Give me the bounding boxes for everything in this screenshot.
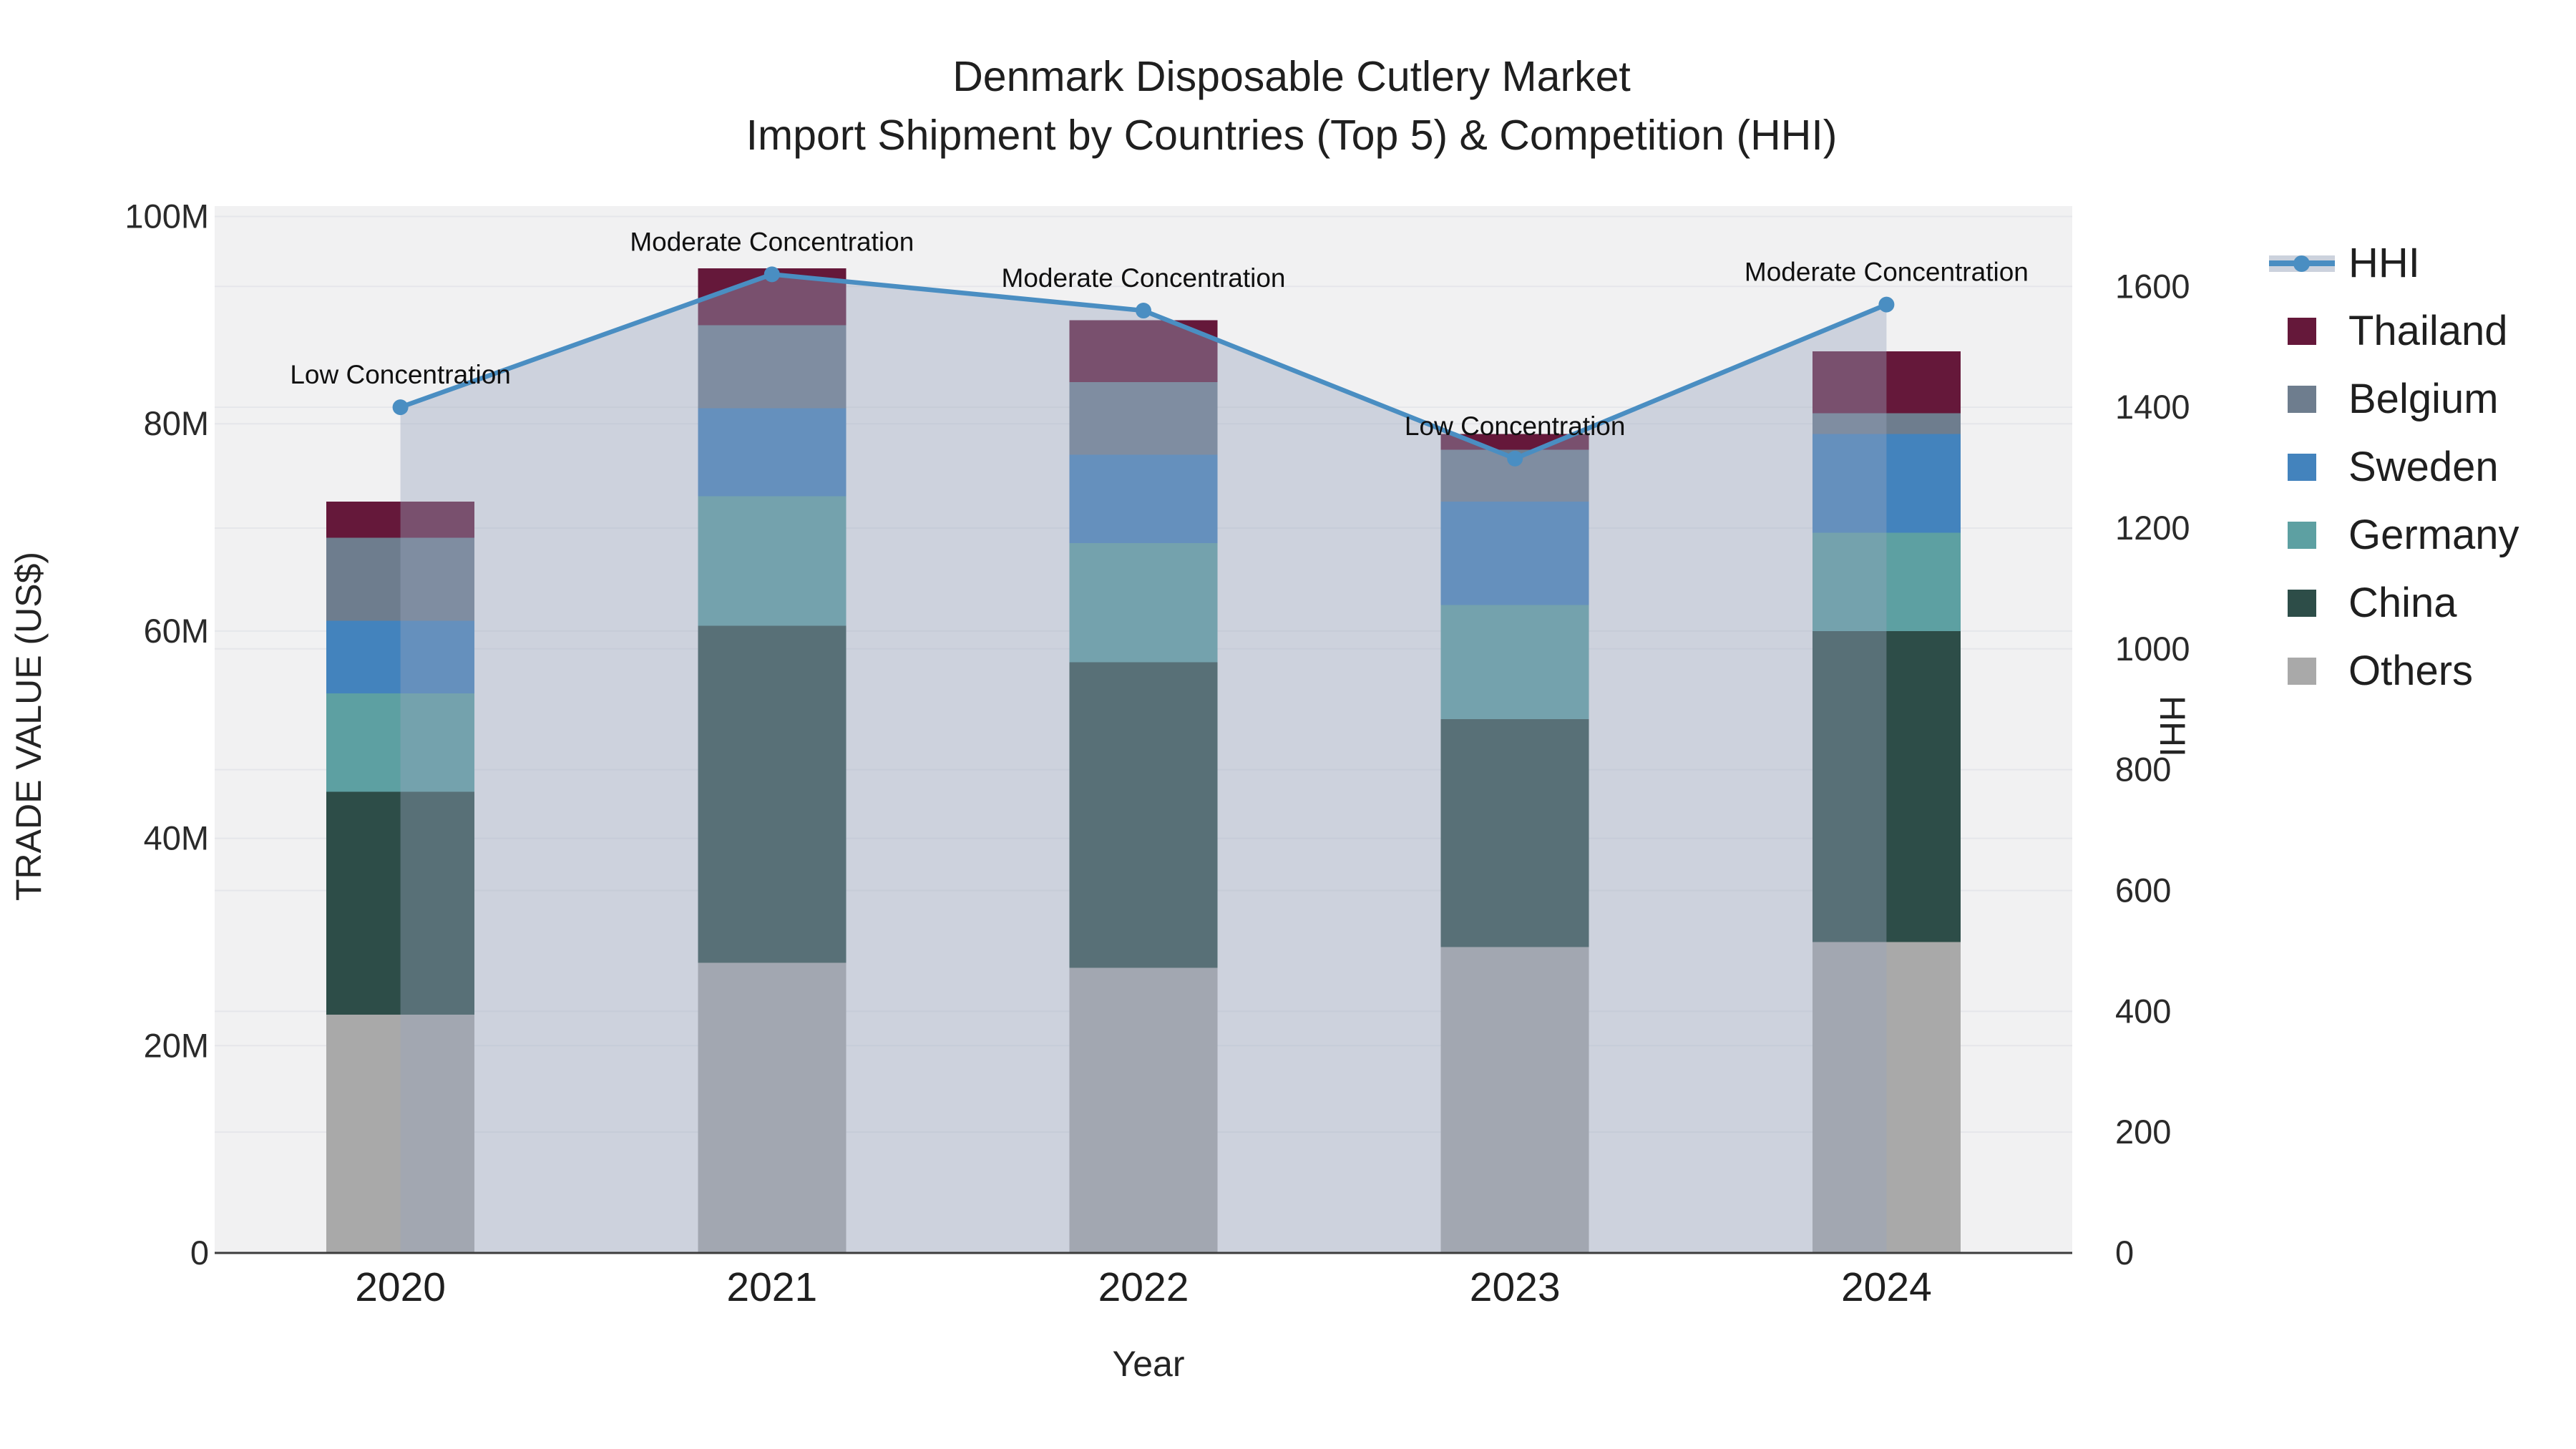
hhi-marker-2022 xyxy=(1136,303,1151,319)
y-right-tick-200: 200 xyxy=(2115,1113,2171,1151)
chart-title: Denmark Disposable Cutlery Market Import… xyxy=(746,47,1838,165)
annotation-2022: Moderate Concentration xyxy=(1002,263,1286,293)
bar-segment-2022-china xyxy=(1069,662,1218,968)
y-left-tick-0: 0 xyxy=(190,1234,209,1272)
bar-segment-2022-germany xyxy=(1069,542,1218,663)
bar-segment-2024-germany xyxy=(1812,532,1961,631)
legend-label: Others xyxy=(2348,648,2474,694)
chart-title-line1: Denmark Disposable Cutlery Market xyxy=(952,53,1631,100)
legend-label: HHI xyxy=(2348,240,2420,286)
legend-item-germany[interactable]: Germany xyxy=(2269,501,2519,569)
bar-segment-2022-others xyxy=(1069,967,1218,1253)
bar-segment-2021-germany xyxy=(698,496,847,626)
annotation-2020: Low Concentration xyxy=(290,360,511,389)
y-right-tick-800: 800 xyxy=(2115,751,2171,789)
legend-item-others[interactable]: Others xyxy=(2269,637,2519,705)
swatch-icon-germany xyxy=(2269,519,2348,552)
swatch-icon-sweden xyxy=(2269,451,2348,484)
y-axis-title-left: TRADE VALUE (US$) xyxy=(9,551,49,902)
legend-item-belgium[interactable]: Belgium xyxy=(2269,365,2519,433)
x-tick-2024: 2024 xyxy=(1841,1264,1932,1310)
legend-item-thailand[interactable]: Thailand xyxy=(2269,297,2519,365)
color-swatch xyxy=(2288,657,2316,685)
bar-segment-2024-others xyxy=(1812,942,1961,1253)
hhi-line-legend-icon xyxy=(2269,247,2348,280)
y-right-tick-0: 0 xyxy=(2115,1234,2134,1272)
bar-segment-2024-sweden xyxy=(1812,434,1961,533)
annotation-2021: Moderate Concentration xyxy=(630,227,914,256)
color-swatch xyxy=(2288,317,2316,345)
y-left-tick-40M: 40M xyxy=(144,819,209,857)
y-right-tick-1200: 1200 xyxy=(2115,509,2190,547)
bar-segment-2021-belgium xyxy=(698,325,847,409)
bar-segment-2024-china xyxy=(1812,630,1961,942)
bar-segment-2024-belgium xyxy=(1812,413,1961,434)
y-right-tick-400: 400 xyxy=(2115,992,2171,1030)
swatch-icon-thailand xyxy=(2269,315,2348,348)
swatch-icon-china xyxy=(2269,587,2348,620)
x-tick-2020: 2020 xyxy=(355,1264,446,1310)
bar-segment-2020-others xyxy=(326,1014,475,1253)
hhi-marker-2020 xyxy=(392,399,409,416)
y-left-tick-80M: 80M xyxy=(144,404,209,442)
chart-title-line2: Import Shipment by Countries (Top 5) & C… xyxy=(746,112,1838,159)
bar-segment-2022-belgium xyxy=(1069,382,1218,455)
bar-segment-2020-belgium xyxy=(326,537,475,621)
bar-segment-2021-china xyxy=(698,625,847,963)
color-swatch xyxy=(2288,385,2316,413)
legend-item-hhi[interactable]: HHI xyxy=(2269,229,2519,297)
bar-segment-2023-others xyxy=(1440,947,1589,1253)
swatch-icon-belgium xyxy=(2269,383,2348,416)
legend-label: Sweden xyxy=(2348,444,2499,490)
y-axis-title-right: HHI xyxy=(2152,695,2192,758)
color-swatch xyxy=(2288,521,2316,549)
legend-label: Thailand xyxy=(2348,308,2508,354)
y-right-tick-1400: 1400 xyxy=(2115,388,2190,426)
y-right-tick-1600: 1600 xyxy=(2115,267,2190,305)
legend-item-sweden[interactable]: Sweden xyxy=(2269,433,2519,501)
legend: HHI Thailand Belgium Sweden Germany China Othe… xyxy=(2269,229,2519,705)
x-tick-2023: 2023 xyxy=(1470,1264,1561,1310)
bar-segment-2020-china xyxy=(326,791,475,1015)
bar-segment-2022-sweden xyxy=(1069,454,1218,543)
y-right-tick-600: 600 xyxy=(2115,871,2171,909)
bar-segment-2023-sweden xyxy=(1440,501,1589,605)
hhi-area-fill xyxy=(400,274,1887,1254)
color-swatch xyxy=(2288,589,2316,617)
bar-segment-2024-thailand xyxy=(1812,351,1961,414)
hhi-marker-2021 xyxy=(763,266,780,283)
bar-segment-2020-sweden xyxy=(326,620,475,693)
x-axis-title: Year xyxy=(1112,1344,1185,1384)
annotation-2023: Low Concentration xyxy=(1405,411,1626,441)
y-left-tick-20M: 20M xyxy=(144,1026,209,1064)
swatch-icon-others xyxy=(2269,655,2348,688)
bar-segment-2023-china xyxy=(1440,719,1589,947)
hhi-marker-glyph xyxy=(2293,255,2310,272)
color-swatch xyxy=(2288,453,2316,481)
legend-label: Germany xyxy=(2348,512,2519,558)
bar-segment-2020-germany xyxy=(326,693,475,792)
bar-segment-2020-thailand xyxy=(326,501,475,538)
y-right-tick-1000: 1000 xyxy=(2115,630,2190,668)
annotation-2024: Moderate Concentration xyxy=(1745,258,2029,287)
legend-label: China xyxy=(2348,580,2457,626)
bar-segment-2021-others xyxy=(698,962,847,1253)
legend-label: Belgium xyxy=(2348,376,2499,422)
y-left-tick-100M: 100M xyxy=(125,197,209,235)
hhi-marker-2023 xyxy=(1507,450,1523,467)
x-tick-2021: 2021 xyxy=(726,1264,817,1310)
legend-item-china[interactable]: China xyxy=(2269,569,2519,637)
x-tick-2022: 2022 xyxy=(1098,1264,1189,1310)
bar-segment-2021-sweden xyxy=(698,408,847,497)
bar-segment-2023-germany xyxy=(1440,605,1589,720)
hhi-marker-2024 xyxy=(1878,296,1895,313)
y-left-tick-60M: 60M xyxy=(144,612,209,650)
